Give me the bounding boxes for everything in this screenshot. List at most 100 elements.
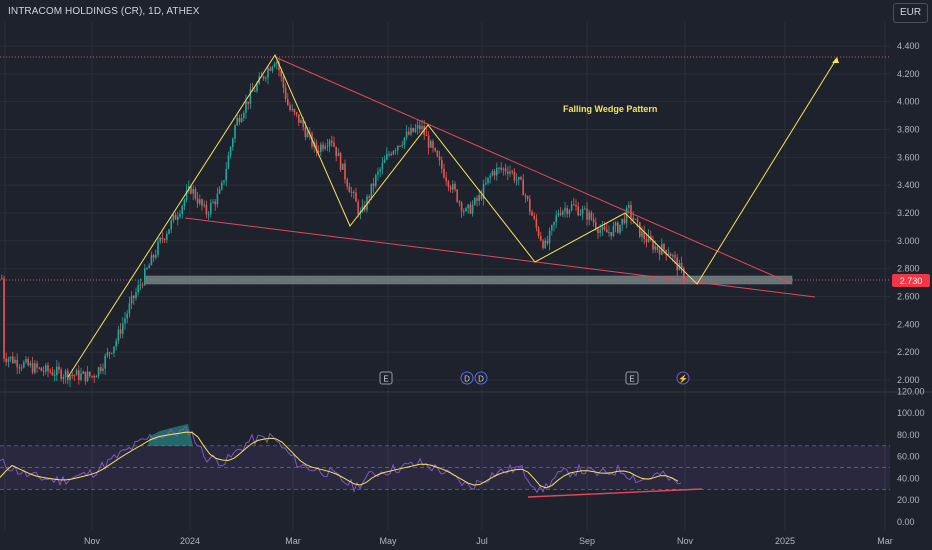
event-marker[interactable]: D <box>460 371 474 385</box>
price-candle <box>326 145 329 147</box>
price-candle <box>161 237 164 240</box>
price-candle <box>478 194 480 201</box>
price-candle <box>124 318 126 324</box>
price-candle <box>520 176 522 180</box>
price-candle <box>287 99 289 106</box>
price-candle <box>113 346 115 353</box>
price-candle <box>133 295 135 299</box>
price-candle <box>291 109 293 111</box>
price-candle <box>566 208 568 214</box>
price-candle <box>452 183 454 190</box>
price-candle <box>157 241 159 255</box>
price-candle <box>36 363 38 368</box>
price-candle <box>5 358 7 362</box>
rsi-axis-tick: 20.00 <box>897 495 920 505</box>
price-candle <box>509 171 511 174</box>
price-candle <box>346 179 348 187</box>
price-candle <box>344 163 346 180</box>
price-candle <box>372 183 375 187</box>
price-candle <box>141 284 144 286</box>
price-candle <box>410 127 412 135</box>
price-candle <box>271 66 274 71</box>
price-axis-tick: 4.000 <box>897 97 920 107</box>
price-candle <box>533 215 535 219</box>
price-candle <box>269 68 271 71</box>
price-candle <box>412 127 414 132</box>
price-candle <box>643 231 645 239</box>
price-candle <box>247 101 249 104</box>
price-candle <box>335 146 337 157</box>
price-candle <box>641 231 643 237</box>
price-candle <box>645 238 648 243</box>
price-candle <box>469 204 472 214</box>
price-candle <box>234 125 236 139</box>
price-candle <box>540 236 542 241</box>
rsi-axis-tick: 0.00 <box>897 517 915 527</box>
time-axis-tick: Nov <box>84 536 101 546</box>
time-axis-tick: 2024 <box>180 536 200 546</box>
price-candle <box>438 156 441 161</box>
price-candle <box>401 144 403 146</box>
price-candle <box>491 171 494 176</box>
price-candle <box>542 240 544 248</box>
price-candle <box>443 168 445 178</box>
price-candle <box>199 199 201 204</box>
price-candle <box>47 365 49 372</box>
price-candle <box>78 370 80 380</box>
price-candle <box>588 212 590 220</box>
rsi-ma-line <box>0 431 679 489</box>
price-candle <box>317 150 320 152</box>
price-candle <box>647 235 650 243</box>
price-candle <box>573 204 575 206</box>
price-candle <box>683 268 685 281</box>
price-candle <box>29 363 32 366</box>
price-candle <box>170 220 172 230</box>
price-candle <box>177 216 179 220</box>
price-candle <box>225 168 227 181</box>
price-candle <box>9 356 12 359</box>
price-candle <box>529 199 531 212</box>
price-candle <box>130 295 133 304</box>
rsi-axis-tick: 100.00 <box>897 408 925 418</box>
price-candle <box>636 218 639 223</box>
currency-button[interactable]: EUR <box>893 3 928 23</box>
price-candle <box>62 376 65 380</box>
price-candle <box>489 175 491 178</box>
price-candle <box>513 171 516 181</box>
pattern-label: Falling Wedge Pattern <box>563 104 657 114</box>
price-candle <box>106 352 109 356</box>
price-candle <box>353 191 355 193</box>
price-candle <box>419 125 421 130</box>
price-candle <box>304 127 307 138</box>
event-marker[interactable]: D <box>474 371 488 385</box>
event-marker[interactable]: E <box>379 371 393 385</box>
price-candle <box>49 371 51 373</box>
event-marker[interactable]: E <box>625 371 639 385</box>
event-marker-label: D <box>478 375 484 384</box>
price-candle <box>597 228 599 233</box>
price-candle <box>581 209 584 214</box>
price-candle <box>249 89 252 104</box>
price-candle <box>606 229 608 233</box>
price-candle <box>95 375 98 378</box>
price-candle <box>245 101 247 113</box>
price-candle <box>456 189 458 202</box>
dividend-flash-icon[interactable]: ⚡ <box>676 371 690 385</box>
price-candle <box>599 229 601 233</box>
price-candle <box>64 370 67 377</box>
price-candle <box>53 375 56 377</box>
price-candle <box>69 375 71 381</box>
price-candle <box>577 206 579 216</box>
price-candle <box>531 211 533 216</box>
price-candle <box>16 359 18 368</box>
price-candle <box>73 375 76 377</box>
price-candle <box>97 367 100 376</box>
price-candle <box>324 146 326 149</box>
price-candle <box>522 179 524 196</box>
price-candle <box>75 370 78 376</box>
price-candle <box>201 199 203 206</box>
price-candle <box>375 174 377 187</box>
price-candle <box>295 112 298 115</box>
price-candle <box>115 340 117 347</box>
